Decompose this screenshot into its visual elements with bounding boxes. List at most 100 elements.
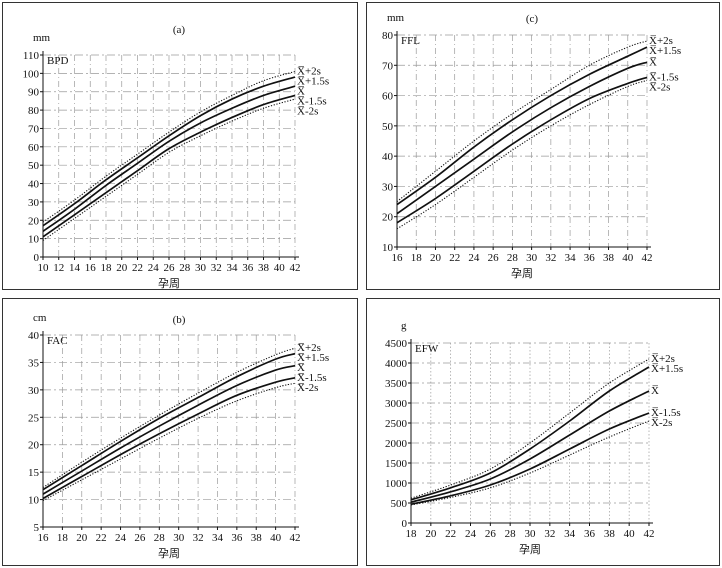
series-label: X̅ xyxy=(297,86,305,98)
series-label: X̅+2s xyxy=(651,353,675,365)
x-tick-label: 22 xyxy=(132,262,143,274)
x-tick-label: 30 xyxy=(173,532,185,544)
series-label: X̅+1.5s xyxy=(649,45,681,57)
series-label: X̅-1.5s xyxy=(651,407,681,419)
y-tick-label: 40 xyxy=(382,151,394,163)
chart-panel-b: 16 18 20 22 24 26 28 30 32 34 36 38 40 42 5 10 15 20 25 30 3… xyxy=(2,298,358,566)
x-tick-label: 30 xyxy=(525,528,537,540)
y-unit-label: mm xyxy=(387,12,405,24)
y-tick-label: 0 xyxy=(34,252,40,264)
y-tick-label: 40 xyxy=(28,179,40,191)
y-tick-label: 2000 xyxy=(385,438,408,450)
measure-label: FAC xyxy=(47,335,68,347)
series-line-2 xyxy=(410,390,650,504)
series-label: X̅+2s xyxy=(297,342,321,354)
y-tick-label: 80 xyxy=(28,105,40,117)
x-tick-label: 22 xyxy=(96,532,107,544)
x-axis-label: 孕周 xyxy=(519,543,541,556)
y-tick-label: 50 xyxy=(28,160,40,172)
x-tick-label: 40 xyxy=(274,262,286,274)
x-tick-label: 40 xyxy=(622,252,634,264)
y-tick-label: 5 xyxy=(34,522,40,534)
y-tick-label: 110 xyxy=(23,50,40,62)
x-tick-label: 38 xyxy=(604,528,616,540)
y-tick-label: 30 xyxy=(382,181,394,193)
y-tick-label: 1500 xyxy=(385,458,408,470)
series-label: X̅ xyxy=(651,385,659,397)
x-tick-label: 18 xyxy=(406,528,418,540)
x-tick-label: 16 xyxy=(392,252,404,264)
x-tick-label: 24 xyxy=(148,262,160,274)
series-line-1 xyxy=(410,366,650,501)
x-tick-label: 22 xyxy=(449,252,460,264)
y-tick-label: 35 xyxy=(28,357,40,369)
x-tick-label: 26 xyxy=(134,532,146,544)
y-tick-label: 60 xyxy=(28,142,40,154)
chart-panel-d: 18 20 22 24 26 28 30 32 34 36 38 40 42 0 500 1000 1500 20… xyxy=(366,298,720,566)
chart-panel-a: 10 12 14 16 18 20 22 24 26 28 30 32 34 36 38 40 42 0 10 20 3… xyxy=(2,2,358,290)
series-line-3 xyxy=(42,94,296,238)
series-line-1 xyxy=(42,76,296,227)
series-label: X̅ xyxy=(649,56,657,68)
y-tick-label: 1000 xyxy=(385,478,408,490)
x-tick-label: 38 xyxy=(258,262,270,274)
y-tick-label: 20 xyxy=(382,212,394,224)
y-tick-label: 3000 xyxy=(385,398,408,410)
series-label: X̅+2s xyxy=(297,66,321,78)
series-label: X̅-2s xyxy=(651,417,672,429)
series-line-1 xyxy=(396,46,648,206)
series-line-2 xyxy=(42,85,296,232)
x-tick-label: 16 xyxy=(85,262,97,274)
y-tick-label: 25 xyxy=(28,412,40,424)
x-tick-label: 20 xyxy=(425,528,437,540)
x-tick-label: 34 xyxy=(564,528,576,540)
x-tick-label: 20 xyxy=(76,532,88,544)
y-tick-label: 4500 xyxy=(385,338,408,350)
axes-a xyxy=(42,51,299,258)
x-tick-label: 16 xyxy=(38,532,50,544)
series-label: X̅-2s xyxy=(297,106,318,118)
series-label: X̅ xyxy=(297,362,305,374)
chart-title: (c) xyxy=(526,13,539,25)
chart-title: (b) xyxy=(173,314,186,326)
x-tick-label: 32 xyxy=(544,528,555,540)
series-label: X̅-1.5s xyxy=(297,372,327,384)
y-tick-label: 40 xyxy=(28,330,40,342)
x-tick-label: 24 xyxy=(465,528,477,540)
y-tick-label: 20 xyxy=(28,440,40,452)
series-line-2 xyxy=(42,364,296,495)
y-tick-label: 20 xyxy=(28,215,40,227)
y-tick-label: 30 xyxy=(28,385,40,397)
y-tick-label: 30 xyxy=(28,197,40,209)
x-tick-label: 10 xyxy=(38,262,50,274)
series-label: X̅+2s xyxy=(649,35,673,47)
y-tick-label: 10 xyxy=(382,242,394,254)
x-tick-label: 40 xyxy=(270,532,282,544)
y-tick-label: 50 xyxy=(382,121,394,133)
x-tick-label: 34 xyxy=(565,252,577,264)
x-tick-label: 28 xyxy=(154,532,166,544)
y-tick-label: 80 xyxy=(382,30,394,42)
axes-b xyxy=(42,331,299,528)
series-label: X̅-1.5s xyxy=(649,71,679,83)
y-tick-label: 15 xyxy=(28,467,40,479)
y-tick-label: 10 xyxy=(28,234,40,246)
series-line-4 xyxy=(42,382,296,502)
x-tick-label: 40 xyxy=(624,528,636,540)
x-tick-label: 34 xyxy=(227,262,239,274)
x-tick-label: 42 xyxy=(290,532,301,544)
x-tick-label: 28 xyxy=(505,528,517,540)
x-tick-label: 42 xyxy=(290,262,301,274)
y-tick-label: 0 xyxy=(402,518,408,530)
x-tick-label: 32 xyxy=(211,262,222,274)
x-tick-label: 18 xyxy=(411,252,423,264)
x-tick-label: 28 xyxy=(179,262,191,274)
x-tick-label: 42 xyxy=(642,252,653,264)
x-tick-label: 36 xyxy=(242,262,254,274)
measure-label: FFL xyxy=(401,35,420,47)
measure-label: EFW xyxy=(415,343,439,355)
x-tick-label: 30 xyxy=(195,262,207,274)
x-tick-label: 30 xyxy=(526,252,538,264)
series-line-3 xyxy=(396,76,648,224)
axes-d xyxy=(410,339,653,524)
